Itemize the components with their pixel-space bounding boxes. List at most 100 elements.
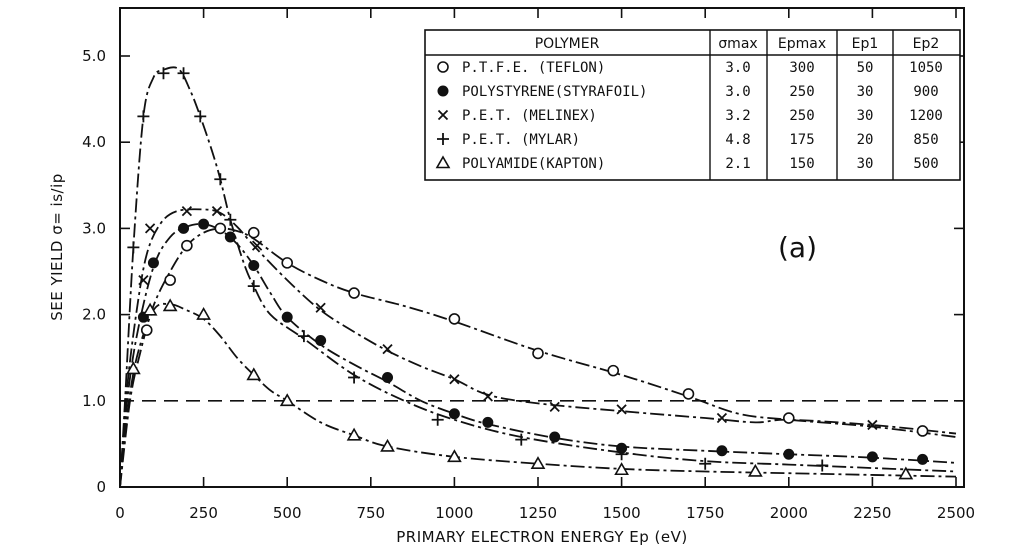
legend-marker — [437, 61, 449, 73]
legend-cell: 150 — [789, 156, 814, 172]
data-point-polyamide-kapton — [346, 427, 362, 441]
data-point-p-t-f-e-teflon — [140, 324, 153, 336]
data-point-p-e-t-melinex — [138, 274, 149, 286]
data-point-polystyrene-styrafoil — [382, 372, 394, 384]
legend-cell: 1200 — [909, 108, 943, 124]
legend-table: POLYMER σmax Epmax Ep1 Ep2 P.T.F.E. (TEF… — [424, 29, 961, 181]
data-point-p-e-t-melinex — [449, 374, 460, 385]
legend-polymer-name: P.T.F.E. (TEFLON) — [462, 60, 605, 76]
data-point-polyamide-kapton — [530, 456, 546, 470]
data-point-p-e-t-mylar — [431, 413, 444, 426]
data-point-p-e-t-melinex — [716, 412, 728, 424]
legend-cell: 2.1 — [725, 156, 750, 172]
data-point-p-e-t-mylar — [214, 173, 227, 186]
data-point-p-e-t-mylar — [247, 280, 260, 293]
data-point-p-e-t-melinex — [315, 302, 326, 313]
legend-polymer-name: POLYAMIDE(KAPTON) — [462, 156, 605, 172]
y-axis-title: SEE YIELD σ= is/ip — [48, 173, 66, 321]
data-point-polyamide-kapton — [142, 302, 158, 316]
legend-cell: 250 — [789, 84, 814, 100]
y-tick-label: 3.0 — [82, 219, 106, 237]
legend-marker — [437, 85, 449, 97]
legend-cell: 250 — [789, 108, 814, 124]
legend-cell: 20 — [857, 132, 874, 148]
data-point-p-e-t-melinex — [549, 401, 560, 412]
data-point-p-t-f-e-teflon — [348, 287, 360, 299]
legend-cell: 500 — [913, 156, 938, 172]
legend-cell: 4.8 — [725, 132, 750, 148]
data-point-p-e-t-mylar — [157, 67, 170, 80]
y-tick-label: 0 — [96, 478, 106, 496]
data-point-p-t-f-e-teflon — [247, 226, 260, 239]
data-point-polystyrene-styrafoil — [178, 222, 190, 234]
data-point-p-e-t-melinex — [144, 223, 156, 234]
x-tick-label: 250 — [189, 504, 218, 522]
legend-cell: 850 — [913, 132, 938, 148]
legend-cell: 30 — [857, 108, 874, 124]
legend-cell: 300 — [789, 60, 814, 76]
data-point-p-e-t-melinex — [251, 240, 263, 251]
data-point-p-e-t-mylar — [137, 110, 150, 123]
data-point-p-e-t-mylar — [699, 457, 712, 470]
data-point-polystyrene-styrafoil — [281, 311, 293, 323]
x-tick-label: 2500 — [937, 504, 975, 522]
data-point-polystyrene-styrafoil — [198, 218, 210, 230]
data-point-polystyrene-styrafoil — [224, 231, 236, 243]
legend-polymer-name: P.E.T. (MELINEX) — [462, 108, 597, 124]
legend-cell: 50 — [857, 60, 874, 76]
data-point-p-e-t-mylar — [515, 433, 528, 446]
data-point-polyamide-kapton — [162, 298, 178, 312]
x-tick-label: 500 — [273, 504, 302, 522]
data-point-p-e-t-mylar — [194, 110, 207, 123]
legend-cell: 175 — [789, 132, 814, 148]
x-tick-label: 0 — [115, 504, 125, 522]
data-point-p-e-t-mylar — [297, 330, 310, 343]
legend-polymer-name: POLYSTYRENE(STYRAFOIL) — [462, 84, 647, 100]
data-point-p-e-t-mylar — [224, 213, 237, 226]
legend-cell: 30 — [857, 84, 874, 100]
legend-header-ep-max: Epmax — [778, 36, 826, 52]
data-point-p-e-t-mylar — [177, 67, 190, 80]
data-point-polyamide-kapton — [196, 306, 211, 320]
legend-polymer-name: P.E.T. (MYLAR) — [462, 132, 580, 148]
x-tick-label: 1250 — [519, 504, 557, 522]
legend-header-polymer: POLYMER — [535, 36, 600, 52]
legend-cell: 3.2 — [725, 108, 750, 124]
data-point-polyamide-kapton — [898, 466, 914, 480]
legend-cell: 3.0 — [725, 84, 750, 100]
data-point-p-e-t-mylar — [615, 448, 628, 461]
data-point-p-t-f-e-teflon — [607, 364, 620, 377]
x-axis-title: PRIMARY ELECTRON ENERGY Ep (eV) — [396, 528, 688, 546]
legend-marker — [435, 155, 451, 169]
data-point-p-e-t-mylar — [816, 459, 829, 472]
data-point-p-t-f-e-teflon — [448, 313, 461, 325]
data-point-polystyrene-styrafoil — [482, 416, 494, 428]
data-point-p-t-f-e-teflon — [164, 274, 176, 286]
data-point-polyamide-kapton — [447, 449, 462, 463]
legend-cell: 3.0 — [725, 60, 750, 76]
legend-marker — [437, 109, 449, 121]
legend-header-sigma-max: σmax — [718, 36, 757, 52]
data-point-p-e-t-melinex — [482, 391, 493, 402]
y-tick-label: 2.0 — [82, 306, 106, 324]
data-point-polystyrene-styrafoil — [549, 431, 561, 443]
data-point-polystyrene-styrafoil — [315, 334, 327, 346]
data-point-p-t-f-e-teflon — [181, 239, 193, 252]
panel-annotation: (a) — [778, 231, 817, 264]
axis-tick-labels: 0 250 500 750 1000 1250 1500 1750 2000 2250 2500 0 1… — [82, 47, 975, 522]
data-point-p-t-f-e-teflon — [782, 412, 795, 424]
data-point-p-t-f-e-teflon — [532, 347, 544, 360]
data-point-p-t-f-e-teflon — [214, 222, 227, 235]
x-tick-label: 750 — [356, 504, 385, 522]
data-point-polystyrene-styrafoil — [147, 257, 159, 269]
series-line-p-e-t-mylar — [119, 66, 957, 488]
y-tick-label: 5.0 — [82, 47, 106, 65]
data-point-polyamide-kapton — [380, 438, 395, 452]
y-tick-label: 4.0 — [82, 133, 106, 151]
legend-cell: 30 — [857, 156, 874, 172]
x-tick-label: 2000 — [770, 504, 808, 522]
series-line-p-e-t-melinex — [119, 208, 957, 488]
data-point-p-e-t-melinex — [867, 419, 878, 431]
x-tick-label: 1750 — [686, 504, 724, 522]
